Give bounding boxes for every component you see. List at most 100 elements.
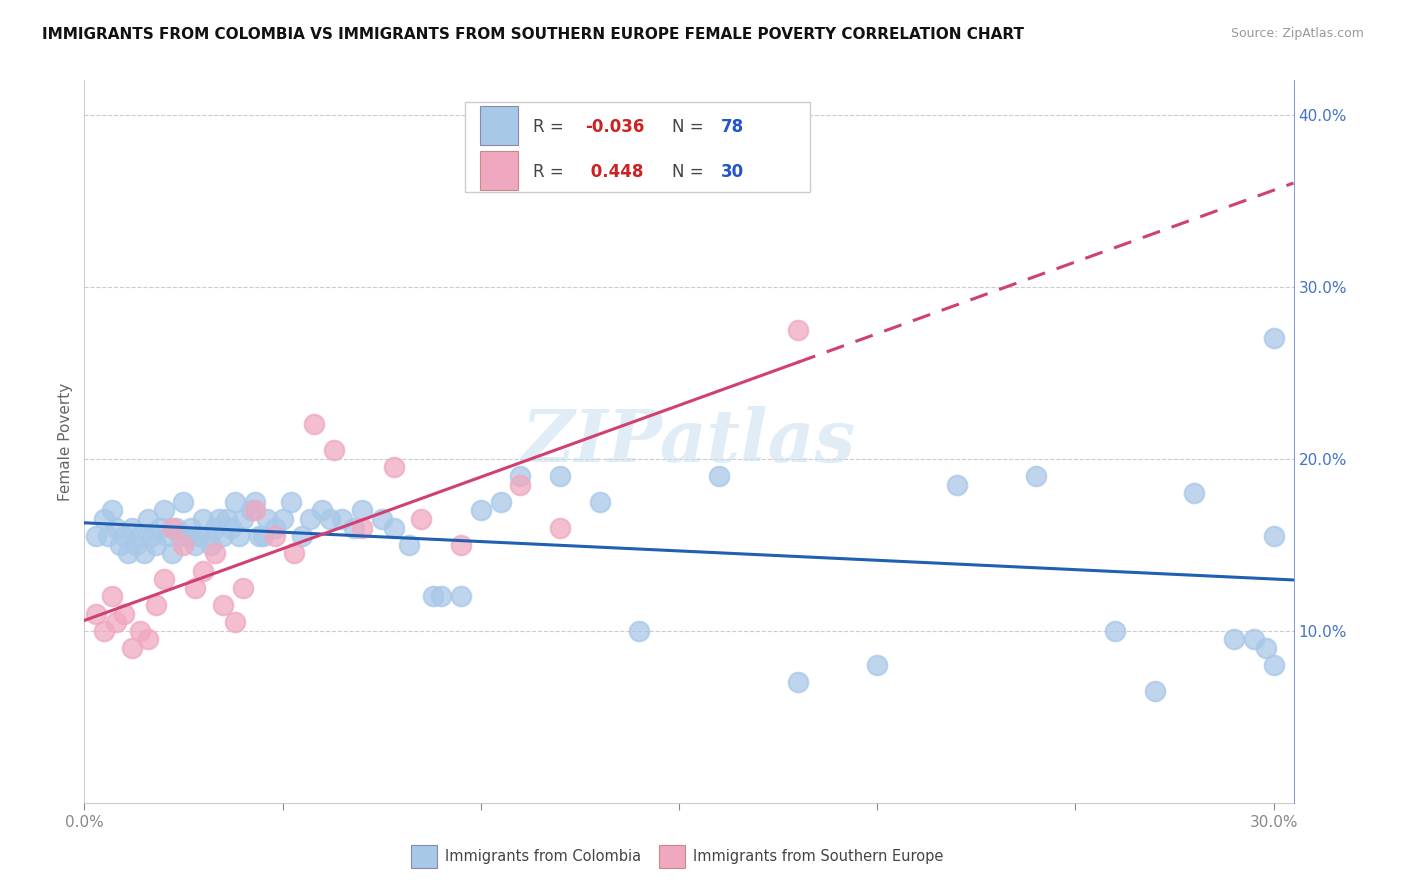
Point [136, 512, 159, 526]
Text: 78: 78 [720, 119, 744, 136]
FancyBboxPatch shape [479, 151, 519, 191]
Point [343, 520, 366, 534]
Point [707, 469, 730, 483]
Point [470, 503, 492, 517]
Point [450, 538, 472, 552]
Point [430, 590, 453, 604]
Point [330, 512, 353, 526]
Point [152, 572, 174, 586]
Point [548, 469, 571, 483]
Point [411, 512, 433, 526]
Point [256, 512, 278, 526]
Point [212, 529, 235, 543]
Point [84, 607, 107, 621]
Point [219, 520, 242, 534]
Point [132, 546, 155, 560]
Point [180, 520, 202, 534]
Point [1263, 529, 1285, 543]
Point [1184, 486, 1206, 500]
Point [217, 512, 239, 526]
Point [149, 520, 172, 534]
Point [263, 529, 285, 543]
Point [866, 658, 889, 673]
Point [1254, 640, 1277, 655]
Point [93, 512, 115, 526]
Point [283, 546, 305, 560]
Point [1263, 331, 1285, 345]
Point [105, 615, 128, 630]
FancyBboxPatch shape [465, 102, 810, 193]
Point [509, 477, 531, 491]
Point [232, 512, 254, 526]
Point [195, 529, 218, 543]
Text: R =: R = [533, 163, 569, 181]
Point [1243, 632, 1265, 647]
Point [243, 494, 266, 508]
Point [228, 529, 250, 543]
Point [370, 512, 392, 526]
Text: ZIPatlas: ZIPatlas [522, 406, 856, 477]
Point [271, 512, 294, 526]
Point [232, 581, 254, 595]
Point [128, 529, 150, 543]
Point [239, 503, 262, 517]
Point [1104, 624, 1126, 638]
Point [160, 520, 183, 534]
Point [212, 598, 235, 612]
Point [93, 624, 115, 638]
Point [252, 529, 274, 543]
Point [193, 564, 215, 578]
Point [422, 590, 444, 604]
Point [291, 529, 314, 543]
Point [311, 503, 333, 517]
Point [97, 529, 120, 543]
Point [628, 624, 651, 638]
Point [224, 615, 246, 630]
Point [398, 538, 420, 552]
Point [280, 494, 302, 508]
Point [382, 460, 405, 475]
FancyBboxPatch shape [411, 845, 437, 868]
Point [193, 512, 215, 526]
Point [224, 494, 246, 508]
Text: Immigrants from Southern Europe: Immigrants from Southern Europe [693, 849, 943, 863]
Point [208, 512, 231, 526]
Point [112, 529, 135, 543]
Point [589, 494, 612, 508]
Point [152, 503, 174, 517]
Point [117, 546, 139, 560]
Point [172, 494, 194, 508]
Point [172, 538, 194, 552]
Point [299, 512, 322, 526]
Text: -0.036: -0.036 [585, 119, 644, 136]
Text: 0.448: 0.448 [585, 163, 644, 181]
Point [1223, 632, 1246, 647]
Point [787, 323, 810, 337]
Point [141, 529, 163, 543]
Point [263, 520, 285, 534]
Point [125, 538, 148, 552]
Text: 30: 30 [720, 163, 744, 181]
Point [204, 520, 226, 534]
Point [489, 494, 512, 508]
Point [304, 417, 326, 432]
Point [101, 503, 124, 517]
Point [323, 443, 346, 458]
Point [121, 520, 143, 534]
FancyBboxPatch shape [479, 105, 519, 145]
Point [184, 581, 207, 595]
Text: IMMIGRANTS FROM COLOMBIA VS IMMIGRANTS FROM SOUTHERN EUROPE FEMALE POVERTY CORRE: IMMIGRANTS FROM COLOMBIA VS IMMIGRANTS F… [42, 27, 1024, 42]
Point [84, 529, 107, 543]
Point [247, 529, 270, 543]
Point [200, 538, 222, 552]
Point [204, 546, 226, 560]
Point [101, 590, 124, 604]
Point [945, 477, 967, 491]
Point [156, 529, 179, 543]
Point [1025, 469, 1047, 483]
Point [160, 546, 183, 560]
Point [1143, 684, 1166, 698]
Text: R =: R = [533, 119, 569, 136]
Point [105, 520, 128, 534]
Point [108, 538, 131, 552]
